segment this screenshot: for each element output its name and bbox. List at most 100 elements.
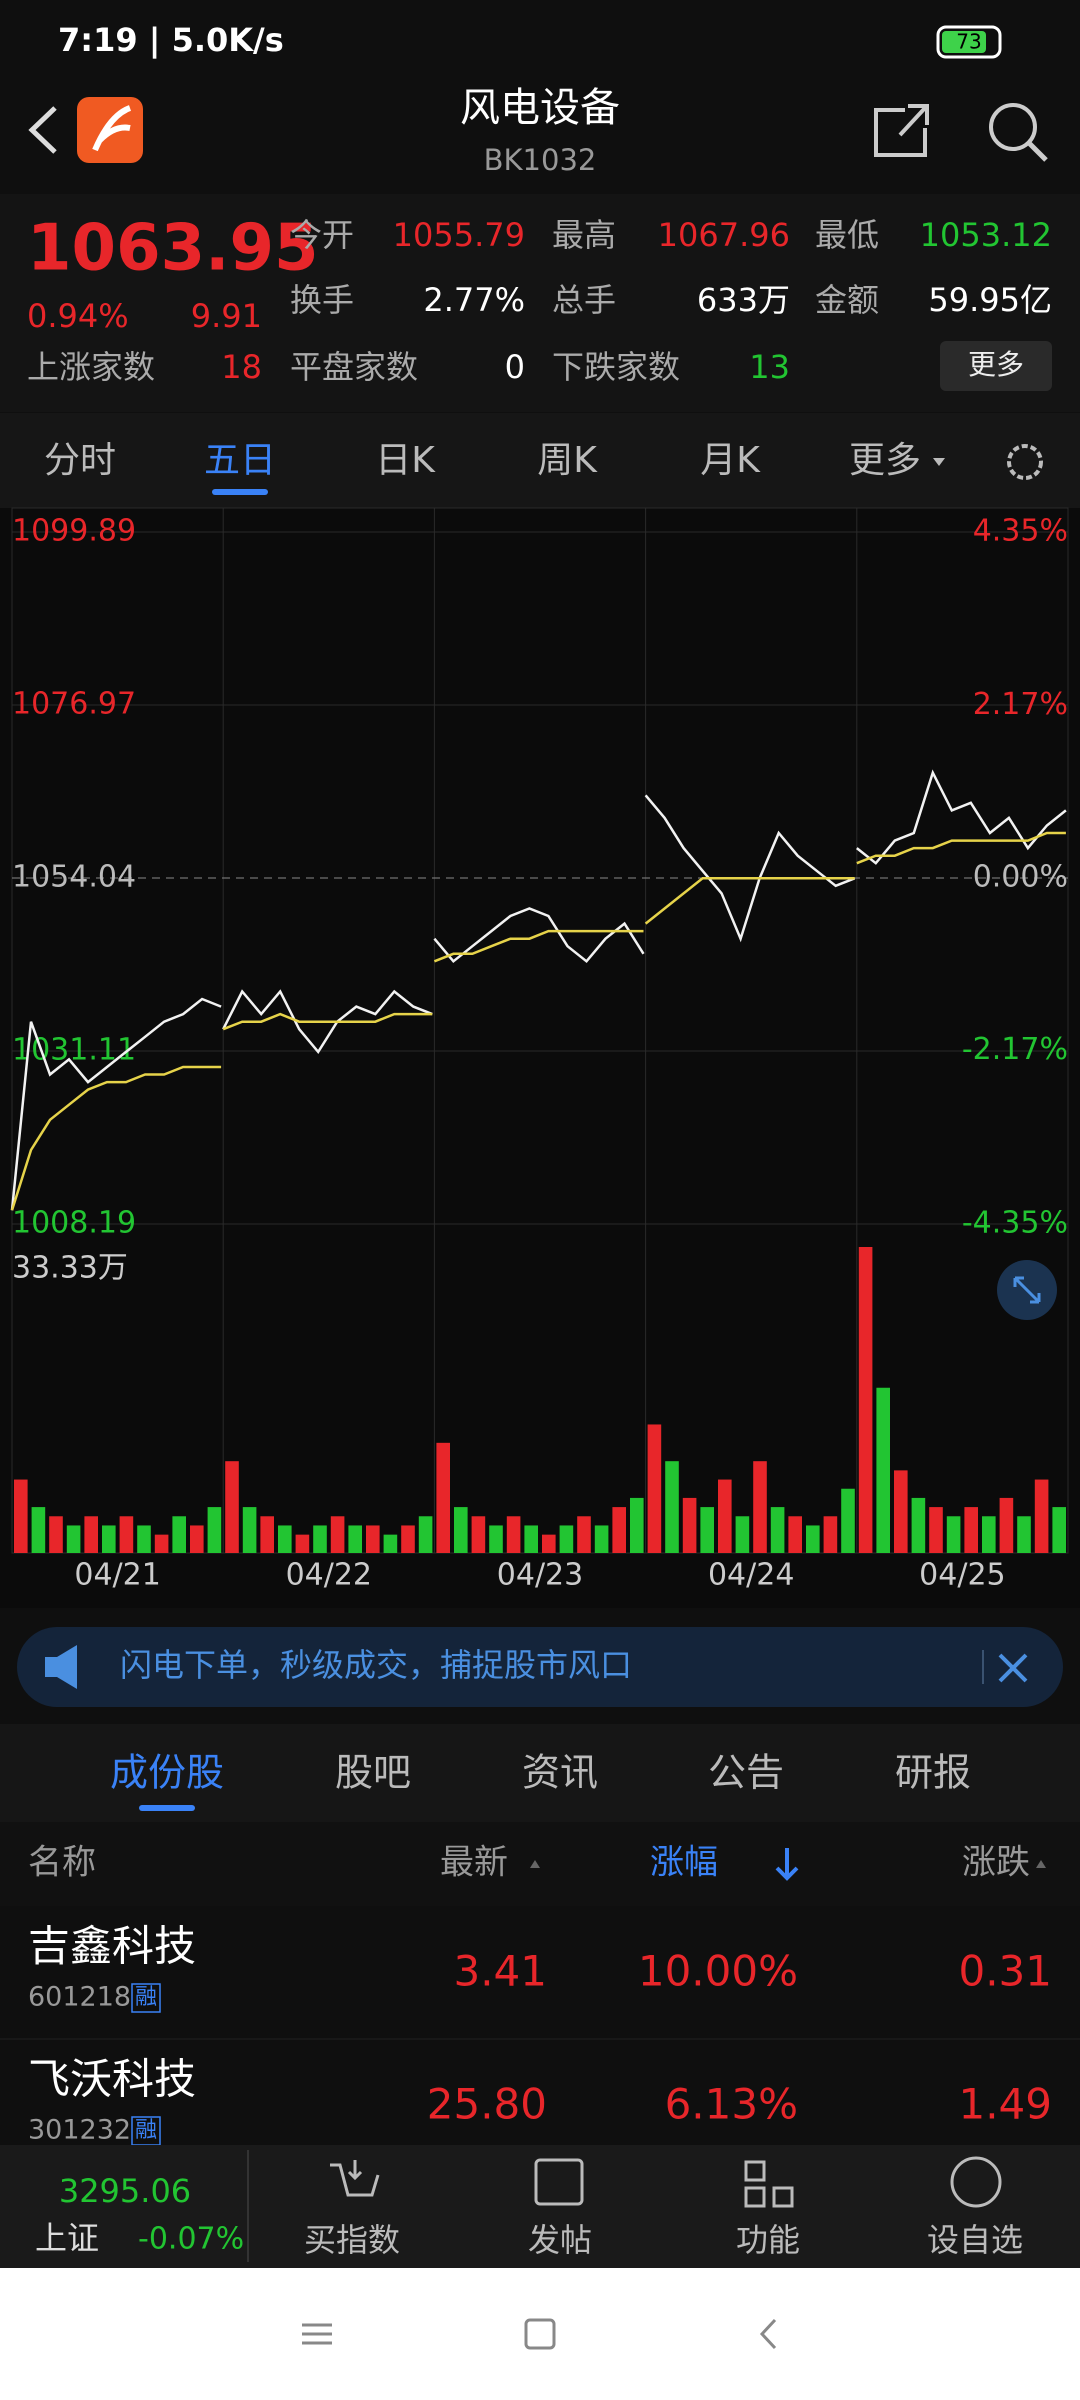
y-tick-label: 1099.89 bbox=[12, 514, 136, 549]
func-icon bbox=[744, 2186, 766, 2208]
x-tick-label: 04/24 bbox=[708, 1558, 794, 1593]
func-icon bbox=[772, 2186, 794, 2208]
volume-bar bbox=[84, 1516, 98, 1553]
tab[interactable]: 日K bbox=[375, 440, 436, 481]
volume-bar bbox=[1034, 1479, 1049, 1553]
settings-button[interactable] bbox=[1007, 444, 1043, 480]
volume-bar bbox=[330, 1516, 345, 1553]
volume-tick-label: 33.33万 bbox=[12, 1251, 128, 1286]
column-header[interactable]: 涨幅 bbox=[650, 1843, 718, 1883]
y2-tick-label: 4.35% bbox=[973, 514, 1068, 549]
chart-frame bbox=[11, 507, 1069, 1554]
more-text[interactable]: 更多 bbox=[968, 348, 1024, 381]
footer-item[interactable]: 功能 bbox=[736, 2221, 800, 2259]
more-button[interactable] bbox=[940, 341, 1052, 391]
stock-code: 601218 bbox=[28, 1982, 131, 2013]
volume-bar bbox=[542, 1534, 556, 1553]
bottom-bar bbox=[0, 2145, 1080, 2268]
volume-bar bbox=[770, 1507, 785, 1553]
nav-menu[interactable] bbox=[302, 2323, 332, 2345]
banner-close[interactable] bbox=[998, 1653, 1028, 1683]
share-button[interactable] bbox=[874, 104, 929, 157]
pct: 0.94% bbox=[27, 297, 129, 335]
volume-bar bbox=[471, 1516, 486, 1553]
banner-text[interactable]: 闪电下单，秒级成交，捕捉股市风口 bbox=[120, 1646, 632, 1684]
back-button[interactable] bbox=[28, 106, 57, 154]
y2-tick-label: -2.17% bbox=[962, 1032, 1068, 1067]
func-icon bbox=[744, 2160, 766, 2182]
stock-value: 10.00% bbox=[638, 1947, 798, 1996]
field-label: 平盘家数 bbox=[290, 348, 418, 386]
tab[interactable]: 周K bbox=[537, 440, 598, 481]
column-header[interactable]: 最新 bbox=[440, 1843, 508, 1883]
x-tick-label: 04/21 bbox=[74, 1558, 160, 1593]
field-label: 上涨家数 bbox=[27, 348, 155, 386]
quote-panel bbox=[0, 194, 1080, 412]
index-pct[interactable]: -0.07% bbox=[138, 2222, 244, 2257]
column-header[interactable]: 涨跌 bbox=[962, 1843, 1030, 1883]
tab[interactable]: 分时 bbox=[44, 440, 116, 481]
index-value[interactable]: 3295.06 bbox=[59, 2172, 191, 2210]
column-header[interactable]: 名称 bbox=[28, 1843, 96, 1883]
volume-bar bbox=[665, 1461, 679, 1553]
stock-value: 3.41 bbox=[453, 1947, 547, 1996]
field-label: 换手 bbox=[290, 281, 354, 319]
nav-bar bbox=[0, 2268, 1080, 2400]
volume-bar bbox=[594, 1525, 609, 1553]
battery-level bbox=[942, 31, 986, 53]
volume-bar bbox=[49, 1516, 63, 1553]
volume-bar bbox=[383, 1534, 398, 1553]
subtab[interactable]: 研报 bbox=[895, 1751, 971, 1795]
field-value: 0 bbox=[505, 348, 525, 386]
tab[interactable]: 月K bbox=[700, 440, 761, 481]
stock-name[interactable]: 吉鑫科技 bbox=[28, 1922, 196, 1971]
chart-area bbox=[0, 508, 1080, 1608]
nav-home[interactable] bbox=[524, 2318, 556, 2350]
logo-mark bbox=[92, 105, 132, 152]
volume-bar bbox=[806, 1525, 820, 1553]
price: 1063.95 bbox=[27, 212, 319, 286]
volume-bar bbox=[964, 1507, 978, 1553]
tab[interactable]: 五日 bbox=[204, 440, 276, 481]
banner[interactable] bbox=[17, 1627, 1063, 1707]
y-tick-label: 1008.19 bbox=[12, 1206, 136, 1241]
volume-bar bbox=[295, 1534, 310, 1553]
dropdown-icon bbox=[933, 458, 945, 466]
banner-icon bbox=[45, 1645, 77, 1689]
average-line bbox=[10, 831, 1066, 1211]
subtab[interactable]: 股吧 bbox=[335, 1751, 411, 1795]
volume-bar bbox=[190, 1525, 204, 1553]
sort-icon bbox=[1036, 1860, 1046, 1868]
tag: 融 bbox=[135, 1985, 157, 2010]
tab-indicator bbox=[212, 489, 268, 495]
index-name[interactable]: 上证 bbox=[35, 2219, 99, 2257]
volume-bar bbox=[735, 1516, 750, 1553]
field-value: 2.77% bbox=[423, 281, 525, 319]
volume-bar bbox=[1017, 1516, 1031, 1553]
volume-bar bbox=[630, 1497, 644, 1553]
footer-item[interactable]: 买指数 bbox=[304, 2221, 400, 2259]
volume-bar bbox=[823, 1516, 838, 1553]
expand-icon bbox=[1013, 1276, 1041, 1304]
change: 9.91 bbox=[191, 297, 262, 335]
nav-back[interactable] bbox=[759, 2318, 777, 2350]
tab[interactable]: 更多 bbox=[849, 440, 921, 481]
y2-tick-label: 0.00% bbox=[973, 860, 1068, 895]
subtab[interactable]: 成份股 bbox=[110, 1751, 224, 1795]
footer-item[interactable]: 发帖 bbox=[528, 2221, 592, 2259]
volume-bar bbox=[1052, 1507, 1066, 1553]
subtab[interactable]: 公告 bbox=[708, 1751, 784, 1795]
footer-item[interactable]: 设自选 bbox=[927, 2221, 1023, 2259]
x-tick-label: 04/25 bbox=[919, 1558, 1005, 1593]
volume-bar bbox=[682, 1497, 697, 1553]
volume-bar bbox=[66, 1525, 81, 1553]
field-value: 1067.96 bbox=[658, 216, 790, 254]
volume-bar bbox=[612, 1507, 626, 1553]
search-button[interactable] bbox=[989, 103, 1037, 151]
subtab[interactable]: 资讯 bbox=[522, 1751, 598, 1795]
stock-value: 25.80 bbox=[427, 2080, 547, 2129]
stock-name[interactable]: 飞沃科技 bbox=[28, 2055, 196, 2104]
volume-bar bbox=[506, 1516, 521, 1553]
